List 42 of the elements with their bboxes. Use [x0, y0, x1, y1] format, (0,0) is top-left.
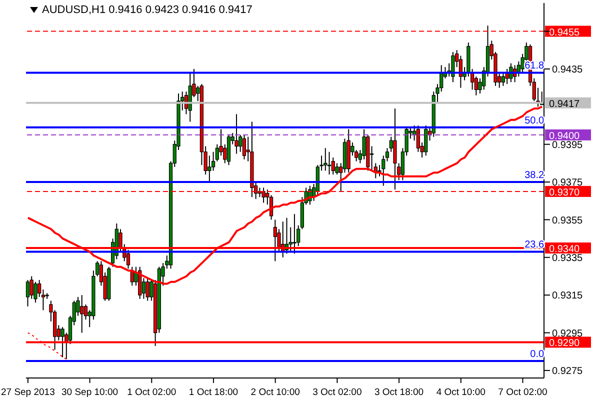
ref-line-label: 0.9290	[549, 338, 580, 350]
candlestick	[501, 72, 506, 86]
y-tick-label: 0.9435	[552, 64, 584, 76]
candlestick	[242, 134, 246, 160]
y-tick-label: 0.9375	[552, 178, 584, 189]
y-tick-label: 0.9275	[552, 366, 584, 378]
annotation: 38.2	[524, 170, 544, 182]
candlestick	[327, 151, 332, 175]
x-tick-label: 30 Sep 10:00	[62, 387, 118, 398]
y-tick-label: 0.9355	[552, 215, 584, 226]
candlestick	[292, 214, 296, 254]
y-tick-label: 0.9395	[552, 140, 584, 151]
candlestick	[273, 219, 277, 262]
line-series	[26, 106, 544, 285]
x-tick-label: 7 Oct 02:00	[498, 387, 548, 398]
x-tick-label: 1 Oct 18:00	[188, 387, 238, 398]
x-tick-label: 3 Oct 02:00	[312, 387, 362, 398]
candlestick	[424, 124, 428, 156]
x-tick-label: 3 Oct 18:00	[374, 387, 424, 398]
chart-title: AUDUSD,H1 0.9416 0.9423 0.9416 0.9417	[42, 4, 252, 16]
ref-line-label: 0.9417	[549, 98, 580, 110]
candlestick	[451, 51, 455, 83]
y-tick-label: 0.9335	[552, 252, 584, 264]
x-tick-label: 2 Oct 10:00	[250, 387, 300, 398]
candlestick	[26, 280, 30, 307]
candlestick	[234, 114, 238, 154]
ref-line-label: 0.9400	[549, 130, 580, 142]
ref-line-label: 0.9340	[549, 244, 580, 255]
ref-line-label: 0.9370	[549, 187, 580, 198]
candlestick	[208, 155, 212, 183]
x-tick-label: 4 Oct 10:00	[436, 387, 486, 398]
x-tick-label: 27 Sep 2013	[0, 387, 55, 398]
candlestick	[393, 108, 397, 190]
candlestick	[60, 326, 64, 358]
candlestick	[146, 278, 150, 302]
y-tick-label: 0.9315	[552, 290, 584, 302]
candlestick	[30, 276, 34, 300]
candlestick	[324, 148, 328, 172]
ref-line-label: 0.9455	[549, 27, 580, 38]
candlestick	[262, 187, 266, 204]
candlestick	[80, 294, 84, 334]
x-tick-label: 1 Oct 02:00	[127, 387, 176, 398]
